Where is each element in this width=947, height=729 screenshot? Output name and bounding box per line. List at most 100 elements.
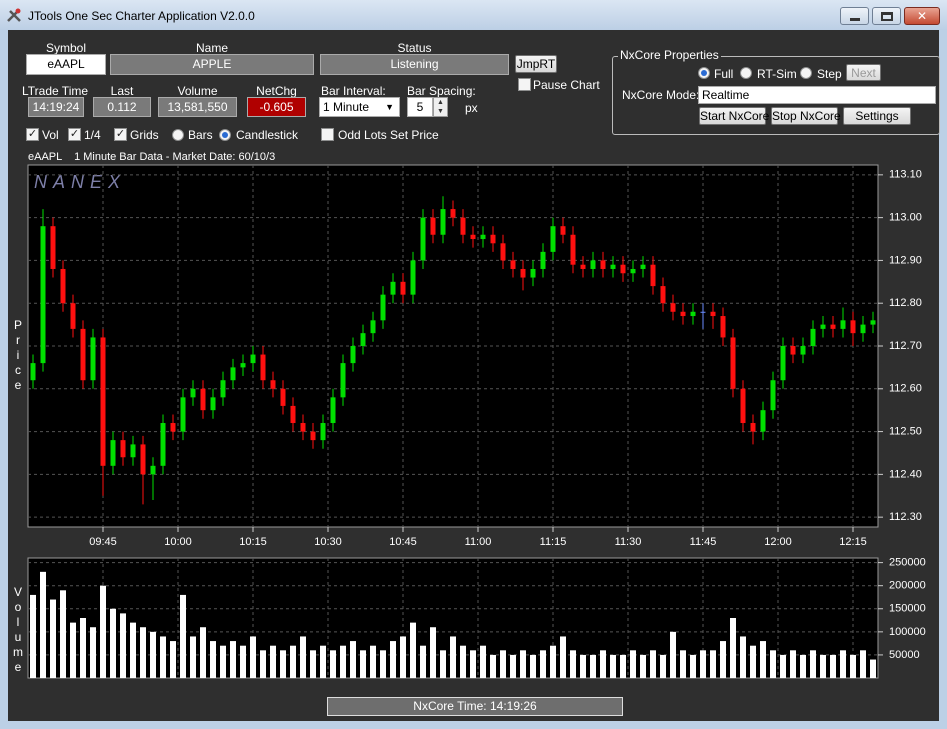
x-tick-label: 12:00 xyxy=(764,536,792,548)
volume-bar xyxy=(230,641,236,678)
volume-bar xyxy=(500,650,506,678)
nxcore-group xyxy=(612,56,940,135)
candle-body xyxy=(450,209,456,218)
volume-bar xyxy=(300,636,306,678)
candlestick-radio[interactable] xyxy=(219,129,231,141)
nxcore-mode-label: NxCore Mode: xyxy=(622,88,700,102)
volume-bar xyxy=(360,650,366,678)
candle-body xyxy=(600,260,606,269)
bar-interval-value: 1 Minute xyxy=(323,100,370,114)
status-field: Listening xyxy=(320,54,509,75)
candle-body xyxy=(350,346,356,364)
minimize-button[interactable] xyxy=(840,7,869,25)
x-tick-label: 11:15 xyxy=(540,536,567,548)
y-tick-label: 112.60 xyxy=(889,383,922,395)
volume-bar xyxy=(330,650,336,678)
bars-label: Bars xyxy=(188,128,213,142)
symbol-field[interactable]: eAAPL xyxy=(26,54,106,75)
volume-bar xyxy=(280,650,286,678)
pause-checkbox[interactable] xyxy=(518,78,531,91)
rt-sim-radio[interactable] xyxy=(740,67,752,79)
x-tick-label: 12:15 xyxy=(839,536,867,548)
volume-bar xyxy=(460,645,466,678)
candle-body xyxy=(60,268,66,304)
quarter-checkbox[interactable]: ✓ xyxy=(68,128,81,141)
vol-checkbox[interactable]: ✓ xyxy=(26,128,39,141)
volume-bar xyxy=(790,650,796,678)
candle-body xyxy=(370,320,376,334)
jmprt-button[interactable]: JmpRT xyxy=(515,55,557,73)
grids-checkbox[interactable]: ✓ xyxy=(114,128,127,141)
volume-bar xyxy=(250,636,256,678)
odd-lots-checkbox[interactable] xyxy=(321,128,334,141)
volume-bar xyxy=(680,650,686,678)
volume-bar xyxy=(180,594,186,678)
candlestick-label: Candlestick xyxy=(236,128,299,142)
candle-body xyxy=(550,226,556,252)
bar-interval-dropdown[interactable]: 1 Minute ▼ xyxy=(319,97,400,117)
chart-title: eAAPL 1 Minute Bar Data - Market Date: 6… xyxy=(28,151,276,163)
candle-body xyxy=(340,363,346,398)
y-tick-label: 200000 xyxy=(889,580,926,592)
candle-body xyxy=(170,423,176,432)
volume-bar xyxy=(120,613,126,678)
volume-bar xyxy=(600,650,606,678)
volume-bar xyxy=(530,654,536,678)
last-label: Last xyxy=(110,84,134,98)
ltrade-label: LTrade Time xyxy=(22,84,89,98)
y-tick-label: 150000 xyxy=(889,603,926,615)
volume-field: 13,581,550 xyxy=(158,97,237,117)
y-tick-label: 100000 xyxy=(889,626,926,638)
window-title: JTools One Sec Charter Application V2.0.… xyxy=(28,9,255,23)
settings-button[interactable]: Settings xyxy=(843,107,911,125)
candle-body xyxy=(790,346,796,355)
candle-body xyxy=(210,397,216,411)
volume-bar xyxy=(60,590,66,678)
bar-spacing-field[interactable]: 5 xyxy=(407,97,433,117)
y-tick-label: 112.90 xyxy=(889,254,922,266)
candle-body xyxy=(460,217,466,235)
y-tick-label: 50000 xyxy=(889,649,920,661)
next-button[interactable]: Next xyxy=(846,64,881,81)
volume-bar xyxy=(700,650,706,678)
volume-bar xyxy=(480,645,486,678)
vol-label: Vol xyxy=(42,128,59,142)
y-tick-label: 112.80 xyxy=(889,297,922,309)
candle-body xyxy=(830,324,836,329)
bars-radio[interactable] xyxy=(172,129,184,141)
volume-bar xyxy=(150,631,156,678)
candle-body xyxy=(590,260,596,269)
candle-body xyxy=(470,234,476,240)
start-button[interactable]: Start NxCore xyxy=(699,107,770,125)
candle-body xyxy=(90,337,96,381)
candle-body xyxy=(570,234,576,265)
stop-button[interactable]: Stop NxCore xyxy=(771,107,841,125)
volume-bar xyxy=(110,608,116,678)
step-radio[interactable] xyxy=(800,67,812,79)
candle-body xyxy=(500,243,506,261)
bar-spacing-spinner[interactable]: ▲ ▼ xyxy=(433,97,448,117)
status-bar: NxCore Time: 14:19:26 xyxy=(327,697,623,716)
volume-bar xyxy=(820,654,826,678)
candle-body xyxy=(270,380,276,389)
volume-bar xyxy=(830,654,836,678)
candle-body xyxy=(700,311,706,313)
maximize-button[interactable] xyxy=(872,7,901,25)
full-label: Full xyxy=(714,67,734,81)
x-tick-label: 10:15 xyxy=(239,536,267,548)
volume-bar xyxy=(80,618,86,678)
close-button[interactable]: ✕ xyxy=(904,7,940,25)
candle-body xyxy=(510,260,516,269)
volume-bar xyxy=(320,645,326,678)
candle-body xyxy=(50,226,56,269)
volume-axis-label: Volume xyxy=(11,585,25,675)
volume-bar xyxy=(240,645,246,678)
candle-body xyxy=(30,363,36,381)
x-tick-label: 10:30 xyxy=(314,536,342,548)
full-radio[interactable] xyxy=(698,67,710,79)
volume-bar xyxy=(170,641,176,678)
nxcore-mode-field[interactable]: Realtime xyxy=(698,86,936,104)
volume-bar xyxy=(550,645,556,678)
y-tick-label: 113.00 xyxy=(889,212,922,224)
volume-bar xyxy=(200,627,206,678)
